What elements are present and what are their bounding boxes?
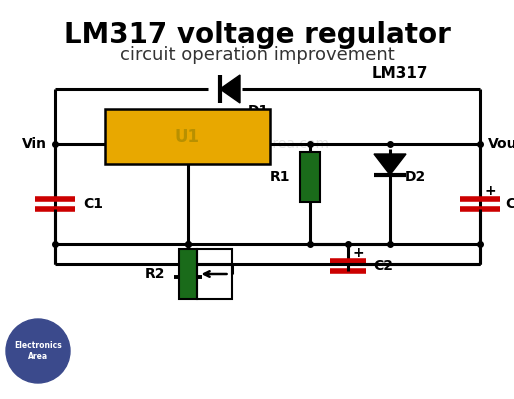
Bar [178, 249, 196, 299]
Text: C3: C3 [505, 197, 514, 211]
Text: Electronics
Area: Electronics Area [14, 341, 62, 361]
Text: LM317 voltage regulator: LM317 voltage regulator [64, 21, 450, 49]
Bar [300, 152, 320, 202]
Text: R1: R1 [270, 170, 290, 184]
Bar [196, 249, 231, 299]
Text: D1: D1 [248, 104, 269, 118]
Bar [105, 109, 270, 164]
Polygon shape [374, 154, 406, 175]
Text: electronics area.com: electronics area.com [185, 137, 329, 151]
Text: circuit operation improvement: circuit operation improvement [120, 46, 394, 64]
Text: C1: C1 [83, 197, 103, 211]
Text: C2: C2 [373, 259, 393, 273]
Text: LM317: LM317 [372, 66, 428, 81]
Text: +: + [485, 184, 497, 198]
Text: +: + [353, 246, 364, 260]
Text: D2: D2 [405, 170, 426, 184]
Text: Vin: Vin [22, 137, 47, 151]
Text: Vout: Vout [488, 137, 514, 151]
Text: U1: U1 [175, 128, 200, 146]
Circle shape [6, 319, 70, 383]
Text: R2: R2 [145, 267, 166, 281]
Polygon shape [220, 75, 240, 103]
